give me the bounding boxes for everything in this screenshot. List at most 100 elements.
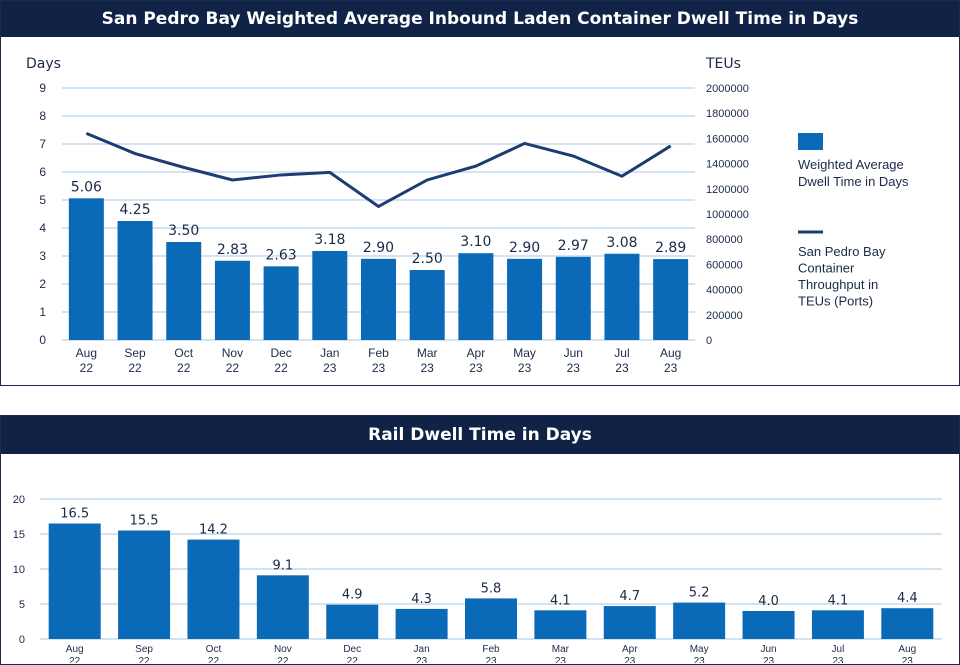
x-tick-label: Aug — [660, 346, 681, 360]
bar — [409, 270, 445, 340]
x-tick-label: 22 — [177, 361, 191, 375]
x-tick-label: Jan — [320, 346, 339, 360]
dwell-time-chart: Days0123456789TEUs0200000400000600000800… — [26, 56, 909, 375]
x-tick-label: Aug — [76, 346, 97, 360]
bar — [214, 260, 250, 340]
bar-data-label: 5.2 — [689, 586, 710, 601]
x-tick-label: 23 — [664, 361, 678, 375]
bar-data-label: 4.3 — [411, 592, 432, 607]
bar-data-label: 3.18 — [314, 232, 345, 248]
y-axis-title: Days — [26, 56, 61, 72]
x-tick-label: Feb — [482, 644, 500, 655]
y-tick-label: 5 — [19, 599, 25, 611]
bar — [48, 523, 101, 639]
legend-label: TEUs (Ports) — [798, 294, 873, 309]
y-tick-label: 1 — [39, 305, 46, 319]
y-tick-label: 8 — [39, 109, 46, 123]
y2-tick-label: 2000000 — [706, 83, 749, 95]
x-tick-label: Feb — [368, 346, 389, 360]
y-tick-label: 20 — [13, 494, 25, 506]
bar-data-label: 5.8 — [481, 581, 502, 596]
x-tick-label: Aug — [66, 644, 84, 655]
rail-dwell-chart-panel: Rail Dwell Time in Days 0 5 10 15 20 16.5 Aug 2… — [0, 415, 960, 665]
x-tick-label: Apr — [622, 644, 638, 655]
bar — [555, 256, 591, 340]
bar — [603, 606, 656, 639]
y-tick-label: 15 — [13, 529, 25, 541]
bar-data-label: 4.4 — [897, 591, 918, 606]
bar-data-label: 3.10 — [460, 234, 491, 250]
bar-data-label: 5.06 — [71, 179, 102, 195]
x-tick-label: 23 — [694, 656, 706, 663]
bar-data-label: 2.89 — [655, 240, 686, 256]
x-tick-label: Oct — [174, 346, 193, 360]
bar — [166, 242, 202, 340]
legend-label: Container — [798, 261, 855, 276]
bar — [534, 610, 587, 639]
x-tick-label: Jun — [564, 346, 583, 360]
bar — [673, 602, 726, 639]
rail-dwell-chart: 0510152016.5Aug2215.5Sep2214.2Oct229.1No… — [13, 494, 942, 663]
x-tick-label: Sep — [124, 346, 146, 360]
x-tick-label: 22 — [128, 361, 142, 375]
bar-data-label: 2.90 — [363, 240, 394, 256]
y-tick-label: 9 — [39, 81, 46, 95]
bar — [465, 598, 517, 639]
bar-data-label: 14.2 — [199, 523, 228, 538]
dwell-time-chart-panel: San Pedro Bay Weighted Average Inbound L… — [0, 0, 960, 386]
y2-axis-title: TEUs — [705, 56, 741, 72]
bar-data-label: 2.90 — [509, 240, 540, 256]
x-tick-label: 23 — [485, 656, 497, 663]
x-tick-label: Nov — [222, 346, 243, 360]
x-tick-label: Dec — [343, 644, 361, 655]
legend-bar-swatch — [798, 133, 823, 150]
x-tick-label: Jun — [760, 644, 776, 655]
y-tick-label: 5 — [39, 193, 46, 207]
bar — [811, 610, 864, 639]
legend-label: Weighted Average — [798, 157, 904, 172]
x-tick-label: 23 — [567, 361, 581, 375]
bar-data-label: 4.0 — [758, 594, 779, 609]
bar-data-label: 4.25 — [119, 202, 150, 218]
bar-data-label: 2.63 — [266, 247, 297, 263]
x-tick-label: May — [690, 644, 709, 655]
bar — [117, 221, 153, 340]
bar — [361, 258, 396, 340]
y-tick-label: 3 — [39, 249, 46, 263]
x-tick-label: 23 — [416, 656, 428, 663]
bar-data-label: 4.1 — [828, 593, 849, 608]
x-tick-label: 23 — [555, 656, 567, 663]
bar — [187, 539, 240, 639]
bar-data-label: 16.5 — [60, 507, 89, 522]
x-tick-label: 22 — [69, 656, 81, 663]
x-tick-label: Jan — [414, 644, 430, 655]
y-tick-label: 0 — [39, 333, 46, 347]
y2-tick-label: 200000 — [706, 310, 743, 322]
x-tick-label: 23 — [518, 361, 532, 375]
x-tick-label: 23 — [372, 361, 386, 375]
x-tick-label: 22 — [347, 656, 359, 663]
x-tick-label: 23 — [902, 656, 914, 663]
bar-data-label: 9.1 — [273, 558, 294, 573]
x-tick-label: Jul — [832, 644, 845, 655]
y2-tick-label: 1000000 — [706, 209, 749, 221]
x-tick-label: 23 — [832, 656, 844, 663]
bar — [68, 198, 104, 340]
x-tick-label: 23 — [624, 656, 636, 663]
x-tick-label: 22 — [277, 656, 289, 663]
bar — [263, 266, 299, 340]
legend-label: Dwell Time in Days — [798, 174, 909, 189]
x-tick-label: 22 — [208, 656, 220, 663]
bar-data-label: 3.50 — [168, 223, 199, 239]
bar — [326, 604, 379, 639]
y2-tick-label: 0 — [706, 335, 712, 347]
y2-tick-label: 400000 — [706, 285, 743, 297]
bar — [256, 575, 309, 639]
legend-label: San Pedro Bay — [798, 244, 886, 259]
throughput-line — [85, 131, 672, 209]
y2-tick-label: 1200000 — [706, 184, 749, 196]
y-tick-label: 10 — [13, 564, 25, 576]
x-tick-label: Sep — [135, 644, 153, 655]
y2-tick-label: 1600000 — [706, 133, 749, 145]
x-tick-label: Dec — [270, 346, 291, 360]
